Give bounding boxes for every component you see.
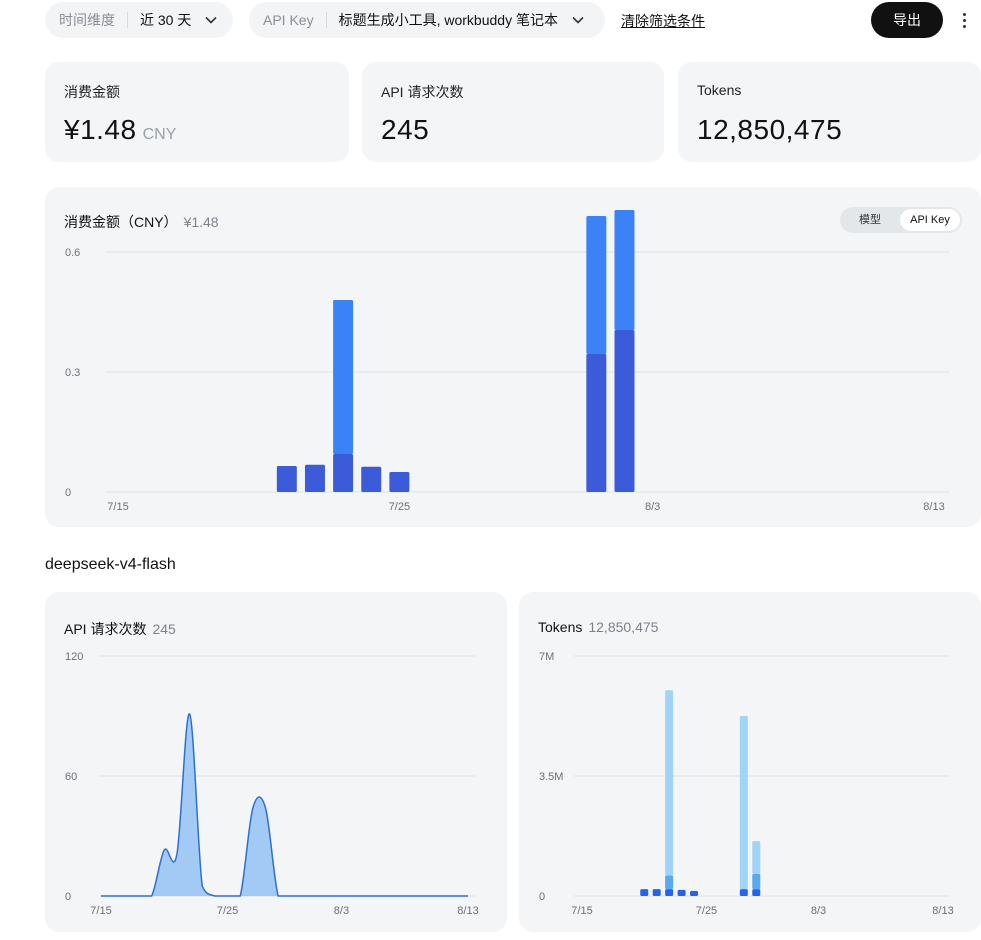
bar[interactable] — [640, 889, 649, 896]
bar[interactable] — [361, 466, 382, 492]
x-tick-label: 7/25 — [389, 501, 410, 513]
toggle-model[interactable]: 模型 — [859, 214, 881, 226]
area-fill — [101, 713, 468, 896]
x-tick-label: 8/13 — [923, 501, 944, 513]
x-tick-label: 7/15 — [107, 501, 128, 513]
cost-bar-chart: 0 0.3 0.6 7/15 7/25 8/3 8/13 — [65, 210, 949, 513]
bar[interactable] — [614, 330, 635, 492]
x-tick-label: 7/25 — [696, 905, 717, 917]
clear-filters-link[interactable]: 清除筛选条件 — [621, 13, 705, 29]
x-tick-label: 7/25 — [217, 905, 238, 917]
api-key-label: API Key — [263, 12, 314, 28]
chevron-down-icon — [572, 14, 584, 26]
time-dimension-select[interactable]: 时间维度 近 30 天 — [45, 2, 233, 38]
y-tick-label: 0 — [65, 891, 71, 903]
chart-total: 245 — [152, 621, 176, 637]
time-dimension-label: 时间维度 — [59, 12, 115, 28]
bar[interactable] — [652, 889, 661, 896]
y-tick-label: 0.3 — [65, 367, 80, 379]
chart-title: API 请求次数 245 — [64, 621, 176, 637]
bar[interactable] — [586, 354, 607, 492]
x-tick-label: 8/3 — [811, 905, 826, 917]
requests-chart-card: API 请求次数 245 0 60 120 7/15 7/25 8/3 8/13 — [45, 592, 507, 932]
x-tick-label: 7/15 — [90, 905, 111, 917]
api-key-value: 标题生成小工具, workbuddy 笔记本 — [338, 12, 558, 28]
stat-label: 消费金额 — [64, 84, 120, 100]
stat-unit: CNY — [142, 126, 177, 143]
chart-total: 12,850,475 — [588, 619, 659, 635]
stat-card-cost: 消费金额 ¥1.48 CNY — [45, 62, 349, 162]
y-tick-label: 120 — [65, 651, 83, 663]
x-tick-label: 8/3 — [334, 905, 349, 917]
tokens-chart-card: Tokens 12,850,475 0 3.5M 7M 7/15 7/25 8/3 8/13 — [519, 592, 981, 932]
y-tick-label: 0.6 — [65, 247, 80, 259]
series-line[interactable] — [100, 713, 468, 897]
bar[interactable] — [739, 716, 748, 890]
divider — [127, 12, 128, 28]
export-button[interactable]: 导出 — [871, 2, 943, 38]
y-tick-label: 3.5M — [539, 771, 563, 783]
bar[interactable] — [614, 210, 635, 330]
toggle-api-key[interactable]: API Key — [900, 209, 960, 231]
cost-chart-card: 消费金额（CNY） ¥1.48 模型 API Key 0 0.3 0.6 7/15 7/2… — [45, 187, 981, 527]
y-tick-label: 0 — [539, 891, 545, 903]
stat-value: 12,850,475 — [697, 114, 843, 145]
chevron-down-icon — [205, 14, 217, 26]
chart-title: Tokens 12,850,475 — [538, 619, 659, 635]
bar[interactable] — [304, 464, 325, 492]
x-tick-label: 8/13 — [932, 905, 953, 917]
bar[interactable] — [586, 216, 607, 354]
x-tick-label: 8/3 — [645, 501, 660, 513]
bar[interactable] — [665, 690, 674, 876]
tokens-bar-chart: 0 3.5M 7M 7/15 7/25 8/3 8/13 — [539, 651, 954, 917]
stat-value: ¥1.48 CNY — [64, 114, 177, 145]
section-title: deepseek-v4-flash — [45, 556, 176, 573]
stat-label: Tokens — [697, 82, 742, 98]
api-key-select[interactable]: API Key 标题生成小工具, workbuddy 笔记本 — [249, 2, 605, 38]
bar[interactable] — [739, 889, 748, 896]
bar[interactable] — [690, 890, 699, 896]
requests-area-chart: 0 60 120 7/15 7/25 8/3 8/13 — [65, 651, 479, 917]
bar[interactable] — [752, 841, 761, 874]
chart-total: ¥1.48 — [183, 214, 219, 230]
divider — [325, 12, 327, 28]
bar[interactable] — [333, 454, 354, 492]
time-dimension-value: 近 30 天 — [140, 12, 192, 28]
more-options-icon[interactable] — [954, 8, 974, 32]
y-tick-label: 7M — [539, 651, 554, 663]
bar[interactable] — [677, 889, 686, 896]
stat-value: 245 — [381, 114, 430, 145]
stat-card-tokens: Tokens 12,850,475 — [678, 62, 981, 162]
y-tick-label: 60 — [65, 771, 77, 783]
bar[interactable] — [276, 466, 297, 492]
bar[interactable] — [665, 875, 674, 890]
bar[interactable] — [752, 873, 761, 890]
y-tick-label: 0 — [65, 487, 71, 499]
group-by-toggle[interactable]: 模型 API Key — [840, 207, 962, 233]
bar[interactable] — [333, 300, 354, 454]
bar[interactable] — [752, 889, 761, 896]
bar[interactable] — [665, 889, 674, 896]
x-tick-label: 7/15 — [571, 905, 592, 917]
chart-title: 消费金额（CNY） ¥1.48 — [64, 214, 219, 230]
bar[interactable] — [389, 472, 410, 492]
x-tick-label: 8/13 — [457, 905, 478, 917]
stat-label: API 请求次数 — [381, 84, 464, 100]
stat-card-requests: API 请求次数 245 — [362, 62, 664, 162]
